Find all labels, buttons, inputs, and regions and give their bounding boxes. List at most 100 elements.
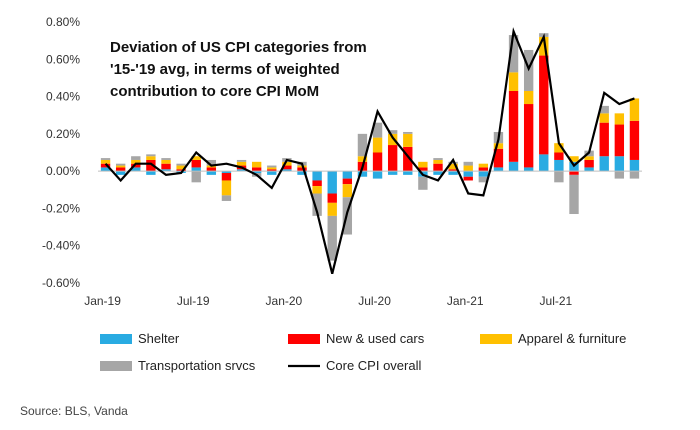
source-note: Source: BLS, Vanda — [20, 404, 128, 418]
y-tick-label: 0.00% — [46, 164, 80, 178]
bar-new-used-cars-33 — [599, 122, 609, 157]
y-tick-label: -0.60% — [42, 276, 80, 290]
x-axis-ticks: Jan-19 Jul-19 Jan-20 Jul-20 Jan-21 Jul-21 — [84, 294, 572, 308]
bar-apparel-furniture-24 — [463, 165, 473, 172]
bar-shelter-24 — [463, 171, 473, 177]
bar-shelter-1 — [115, 171, 126, 175]
bar-shelter-27 — [508, 161, 519, 172]
legend: Shelter New & used cars Apparel & furnitur… — [100, 331, 626, 373]
bar-shelter-11 — [267, 171, 277, 175]
y-axis-ticks: -0.60% -0.40% -0.20% 0.00% 0.20% 0.40% 0.60% 0.… — [42, 15, 80, 290]
y-tick-label: -0.20% — [42, 201, 80, 215]
bar-shelter-14 — [312, 171, 322, 181]
x-tick-label: Jan-21 — [447, 294, 484, 308]
bar-transportation-srvcs-21 — [418, 176, 428, 190]
bar-shelter-13 — [297, 171, 307, 175]
x-tick-label: Jan-20 — [266, 294, 303, 308]
bar-transportation-srvcs-4 — [161, 158, 171, 160]
bar-apparel-furniture-22 — [433, 159, 443, 164]
bar-shelter-15 — [327, 171, 337, 194]
bar-transportation-srvcs-7 — [206, 159, 217, 166]
bar-apparel-furniture-0 — [100, 159, 111, 164]
bar-new-used-cars-16 — [342, 178, 353, 185]
bar-transportation-srvcs-15 — [327, 215, 337, 261]
bar-new-used-cars-32 — [584, 159, 594, 168]
bar-shelter-33 — [599, 156, 609, 172]
bar-apparel-furniture-18 — [372, 137, 383, 153]
bar-transportation-srvcs-5 — [176, 163, 186, 166]
bar-new-used-cars-15 — [327, 193, 337, 203]
legend-label-shelter: Shelter — [138, 331, 180, 346]
bar-transportation-srvcs-17 — [357, 133, 368, 157]
bar-apparel-furniture-33 — [599, 113, 609, 123]
bar-apparel-furniture-11 — [267, 167, 277, 170]
legend-label-new-used-cars: New & used cars — [326, 331, 425, 346]
bar-apparel-furniture-5 — [176, 165, 186, 170]
x-tick-label: Jul-19 — [177, 294, 210, 308]
bar-new-used-cars-2 — [131, 163, 141, 168]
bar-transportation-srvcs-8 — [221, 195, 232, 201]
bar-apparel-furniture-14 — [312, 186, 322, 194]
bar-shelter-26 — [493, 167, 504, 172]
chart-title: Deviation of US CPI categories from '15-'… — [110, 39, 367, 100]
chart-title-line: '15-'19 avg, in terms of weighted — [110, 61, 340, 78]
bar-shelter-4 — [161, 169, 171, 172]
bar-shelter-30 — [554, 159, 564, 172]
chart-title-line: Deviation of US CPI categories from — [110, 39, 367, 56]
bar-transportation-srvcs-1 — [115, 163, 126, 166]
bar-apparel-furniture-16 — [342, 184, 353, 198]
bar-apparel-furniture-28 — [523, 90, 534, 105]
bar-shelter-3 — [146, 171, 156, 175]
bar-new-used-cars-24 — [463, 176, 473, 181]
bar-new-used-cars-5 — [176, 169, 186, 172]
bar-apparel-furniture-25 — [478, 163, 489, 168]
x-tick-label: Jul-21 — [540, 294, 573, 308]
bar-new-used-cars-7 — [206, 167, 217, 172]
core-cpi-line — [104, 27, 635, 274]
bar-shelter-2 — [131, 167, 141, 172]
x-tick-label: Jan-19 — [84, 294, 121, 308]
bar-new-used-cars-3 — [146, 159, 156, 172]
bar-transportation-srvcs-23 — [448, 161, 458, 164]
y-tick-label: -0.40% — [42, 239, 80, 253]
bar-shelter-28 — [523, 167, 534, 172]
bar-new-used-cars-25 — [478, 167, 489, 172]
bar-apparel-furniture-6 — [191, 156, 201, 160]
bar-transportation-srvcs-3 — [146, 154, 156, 157]
bar-apparel-furniture-1 — [115, 165, 126, 168]
bar-shelter-25 — [478, 171, 489, 177]
bar-transportation-srvcs-27 — [508, 35, 519, 73]
bar-transportation-srvcs-0 — [100, 158, 111, 160]
bar-transportation-srvcs-31 — [569, 174, 579, 215]
bar-new-used-cars-20 — [403, 146, 413, 172]
bar-shelter-9 — [236, 169, 247, 172]
bar-apparel-furniture-17 — [357, 156, 368, 162]
bar-transportation-srvcs-24 — [463, 161, 473, 166]
bar-apparel-furniture-20 — [403, 133, 413, 147]
bar-new-used-cars-12 — [282, 165, 292, 170]
bar-apparel-furniture-8 — [221, 180, 232, 196]
bar-apparel-furniture-34 — [614, 113, 625, 125]
legend-swatch-shelter — [100, 334, 132, 344]
bar-new-used-cars-31 — [569, 171, 579, 175]
bar-shelter-32 — [584, 167, 594, 172]
bar-shelter-16 — [342, 171, 353, 179]
bar-shelter-17 — [357, 171, 368, 177]
bar-apparel-furniture-29 — [539, 36, 549, 56]
bar-new-used-cars-6 — [191, 159, 201, 168]
bar-new-used-cars-13 — [297, 167, 307, 172]
bar-new-used-cars-11 — [267, 169, 277, 172]
cpi-contribution-chart: -0.60% -0.40% -0.20% 0.00% 0.20% 0.40% 0.60% 0.… — [42, 15, 642, 373]
bar-shelter-35 — [629, 159, 640, 172]
bar-new-used-cars-21 — [418, 167, 428, 172]
bar-transportation-srvcs-19 — [387, 130, 398, 134]
bar-transportation-srvcs-2 — [131, 156, 141, 160]
bar-new-used-cars-19 — [387, 145, 398, 172]
bar-new-used-cars-22 — [433, 163, 443, 172]
legend-label-apparel-furniture: Apparel & furniture — [518, 331, 626, 346]
bar-apparel-furniture-26 — [493, 143, 504, 149]
bar-apparel-furniture-35 — [629, 98, 640, 121]
bar-apparel-furniture-9 — [236, 161, 247, 166]
bar-shelter-8 — [221, 171, 232, 173]
legend-label-core-cpi-overall: Core CPI overall — [326, 358, 421, 373]
